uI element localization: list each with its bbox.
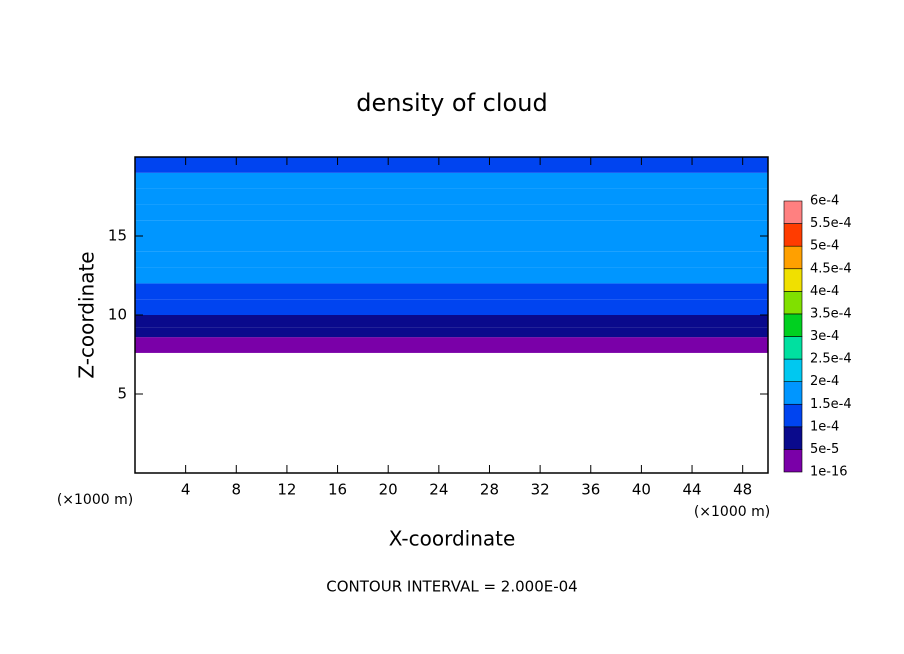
y-tick-label: 5 <box>117 385 127 403</box>
contour-band <box>135 220 768 236</box>
contour-band <box>135 267 768 284</box>
x-tick-label: 16 <box>328 481 347 499</box>
colorbar-label: 4.5e-4 <box>810 261 852 276</box>
x-tick-label: 40 <box>632 481 651 499</box>
colorbar-swatch <box>783 449 803 473</box>
colorbar-label: 1e-4 <box>810 419 839 434</box>
colorbar-label: 1.5e-4 <box>810 397 852 412</box>
colorbar-label: 6e-4 <box>810 194 839 209</box>
colorbar-label: 5.5e-4 <box>810 216 852 231</box>
x-tick-label: 8 <box>232 481 242 499</box>
x-tick-label: 4 <box>181 481 191 499</box>
colorbar-label: 5e-5 <box>810 442 839 457</box>
colorbar-label: 5e-4 <box>810 239 839 254</box>
footer: CONTOUR INTERVAL = 2.000E-04 <box>326 578 577 596</box>
contour-band <box>135 251 768 268</box>
contour-band <box>135 236 768 252</box>
x-unit: (×1000 m) <box>694 504 770 520</box>
x-tick-label: 24 <box>429 481 448 499</box>
colorbar-label: 3.5e-4 <box>810 306 852 321</box>
x-tick-label: 36 <box>581 481 600 499</box>
x-tick-label: 32 <box>531 481 550 499</box>
x-tick-label: 48 <box>733 481 752 499</box>
x-tick-label: 44 <box>682 481 701 499</box>
contour-band <box>135 172 768 189</box>
colorbar-swatch <box>783 313 803 337</box>
colorbar-swatch <box>783 223 803 247</box>
colorbar-label: 2e-4 <box>810 374 839 389</box>
colorbar-swatch <box>783 358 803 382</box>
x-tick-label: 20 <box>379 481 398 499</box>
colorbar-swatch <box>783 381 803 405</box>
colorbar-swatch <box>783 268 803 292</box>
contour-band <box>135 315 768 328</box>
colorbar-label: 4e-4 <box>810 284 839 299</box>
x-tick-label: 28 <box>480 481 499 499</box>
colorbar-label: 1e-16 <box>810 465 848 480</box>
colorbar-swatch <box>783 245 803 270</box>
contour-band <box>135 299 768 315</box>
y-unit: (×1000 m) <box>57 492 133 508</box>
y-axis-label: Z-coordinate <box>75 251 99 378</box>
contour-band <box>135 157 768 173</box>
x-axis-label: X-coordinate <box>389 527 516 551</box>
contour-band <box>135 204 768 221</box>
y-tick-label: 15 <box>108 227 127 245</box>
contour-band <box>135 188 768 205</box>
colorbar-swatch <box>783 336 803 360</box>
y-tick-label: 10 <box>108 306 127 324</box>
contour-band <box>135 327 768 338</box>
colorbar-label: 2.5e-4 <box>810 352 852 367</box>
x-tick-label: 12 <box>277 481 296 499</box>
colorbar-label: 3e-4 <box>810 329 839 344</box>
colorbar-swatch <box>783 200 803 224</box>
contour-band <box>135 283 768 300</box>
chart-title: density of cloud <box>356 89 547 117</box>
colorbar-swatch <box>783 291 803 315</box>
contour-band <box>135 337 768 353</box>
colorbar-swatch <box>783 426 803 450</box>
colorbar-swatch <box>783 403 803 428</box>
